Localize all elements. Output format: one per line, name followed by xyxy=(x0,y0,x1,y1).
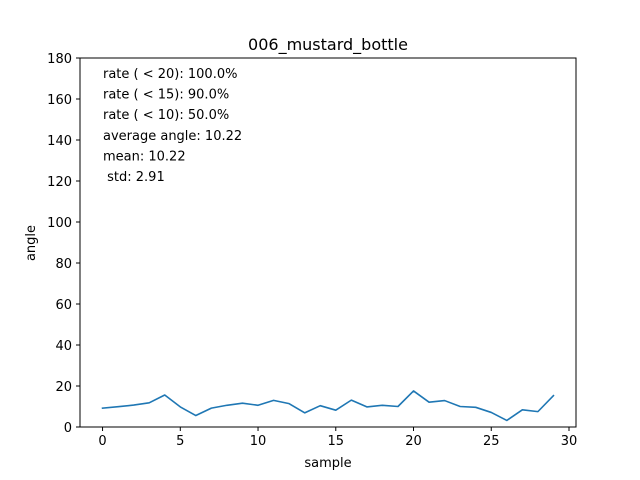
y-tick-label: 140 xyxy=(47,134,72,149)
x-tick-label: 25 xyxy=(483,434,500,449)
series-layer xyxy=(101,390,555,422)
y-tick-label: 160 xyxy=(47,93,72,108)
stats-annotation-line: rate ( < 10): 50.0% xyxy=(103,108,229,123)
series-line xyxy=(101,390,555,422)
stats-annotations: rate ( < 20): 100.0% rate ( < 15): 90.0% r… xyxy=(103,67,242,185)
x-tick-label: 0 xyxy=(98,434,106,449)
x-tick-label: 5 xyxy=(176,434,184,449)
chart-title: 006_mustard_bottle xyxy=(248,35,408,55)
y-tick-label: 20 xyxy=(55,380,72,395)
stats-annotation-line: rate ( < 15): 90.0% xyxy=(103,88,229,103)
y-tick-label: 120 xyxy=(47,175,72,190)
y-tick-label: 180 xyxy=(47,52,72,67)
x-tick-label: 10 xyxy=(250,434,267,449)
stats-annotation-line: rate ( < 20): 100.0% xyxy=(103,67,237,82)
x-axis: 0 5 10 15 20 25 30 xyxy=(98,427,577,449)
y-tick-label: 80 xyxy=(55,257,72,272)
x-tick-label: 15 xyxy=(328,434,345,449)
y-tick-label: 60 xyxy=(55,298,72,313)
y-axis: 0 20 40 60 80 100 120 140 160 180 xyxy=(47,52,80,436)
x-tick-label: 20 xyxy=(405,434,422,449)
stats-annotation-line: mean: 10.22 xyxy=(103,149,186,164)
x-axis-label: sample xyxy=(304,456,351,471)
stats-annotation-line: average angle: 10.22 xyxy=(103,129,242,144)
stats-annotation-line: std: 2.91 xyxy=(103,170,165,185)
y-tick-label: 0 xyxy=(64,421,72,436)
y-tick-label: 100 xyxy=(47,216,72,231)
plot-frame xyxy=(79,57,577,428)
x-tick-label: 30 xyxy=(561,434,578,449)
y-tick-label: 40 xyxy=(55,339,72,354)
y-axis-label: angle xyxy=(24,225,39,261)
